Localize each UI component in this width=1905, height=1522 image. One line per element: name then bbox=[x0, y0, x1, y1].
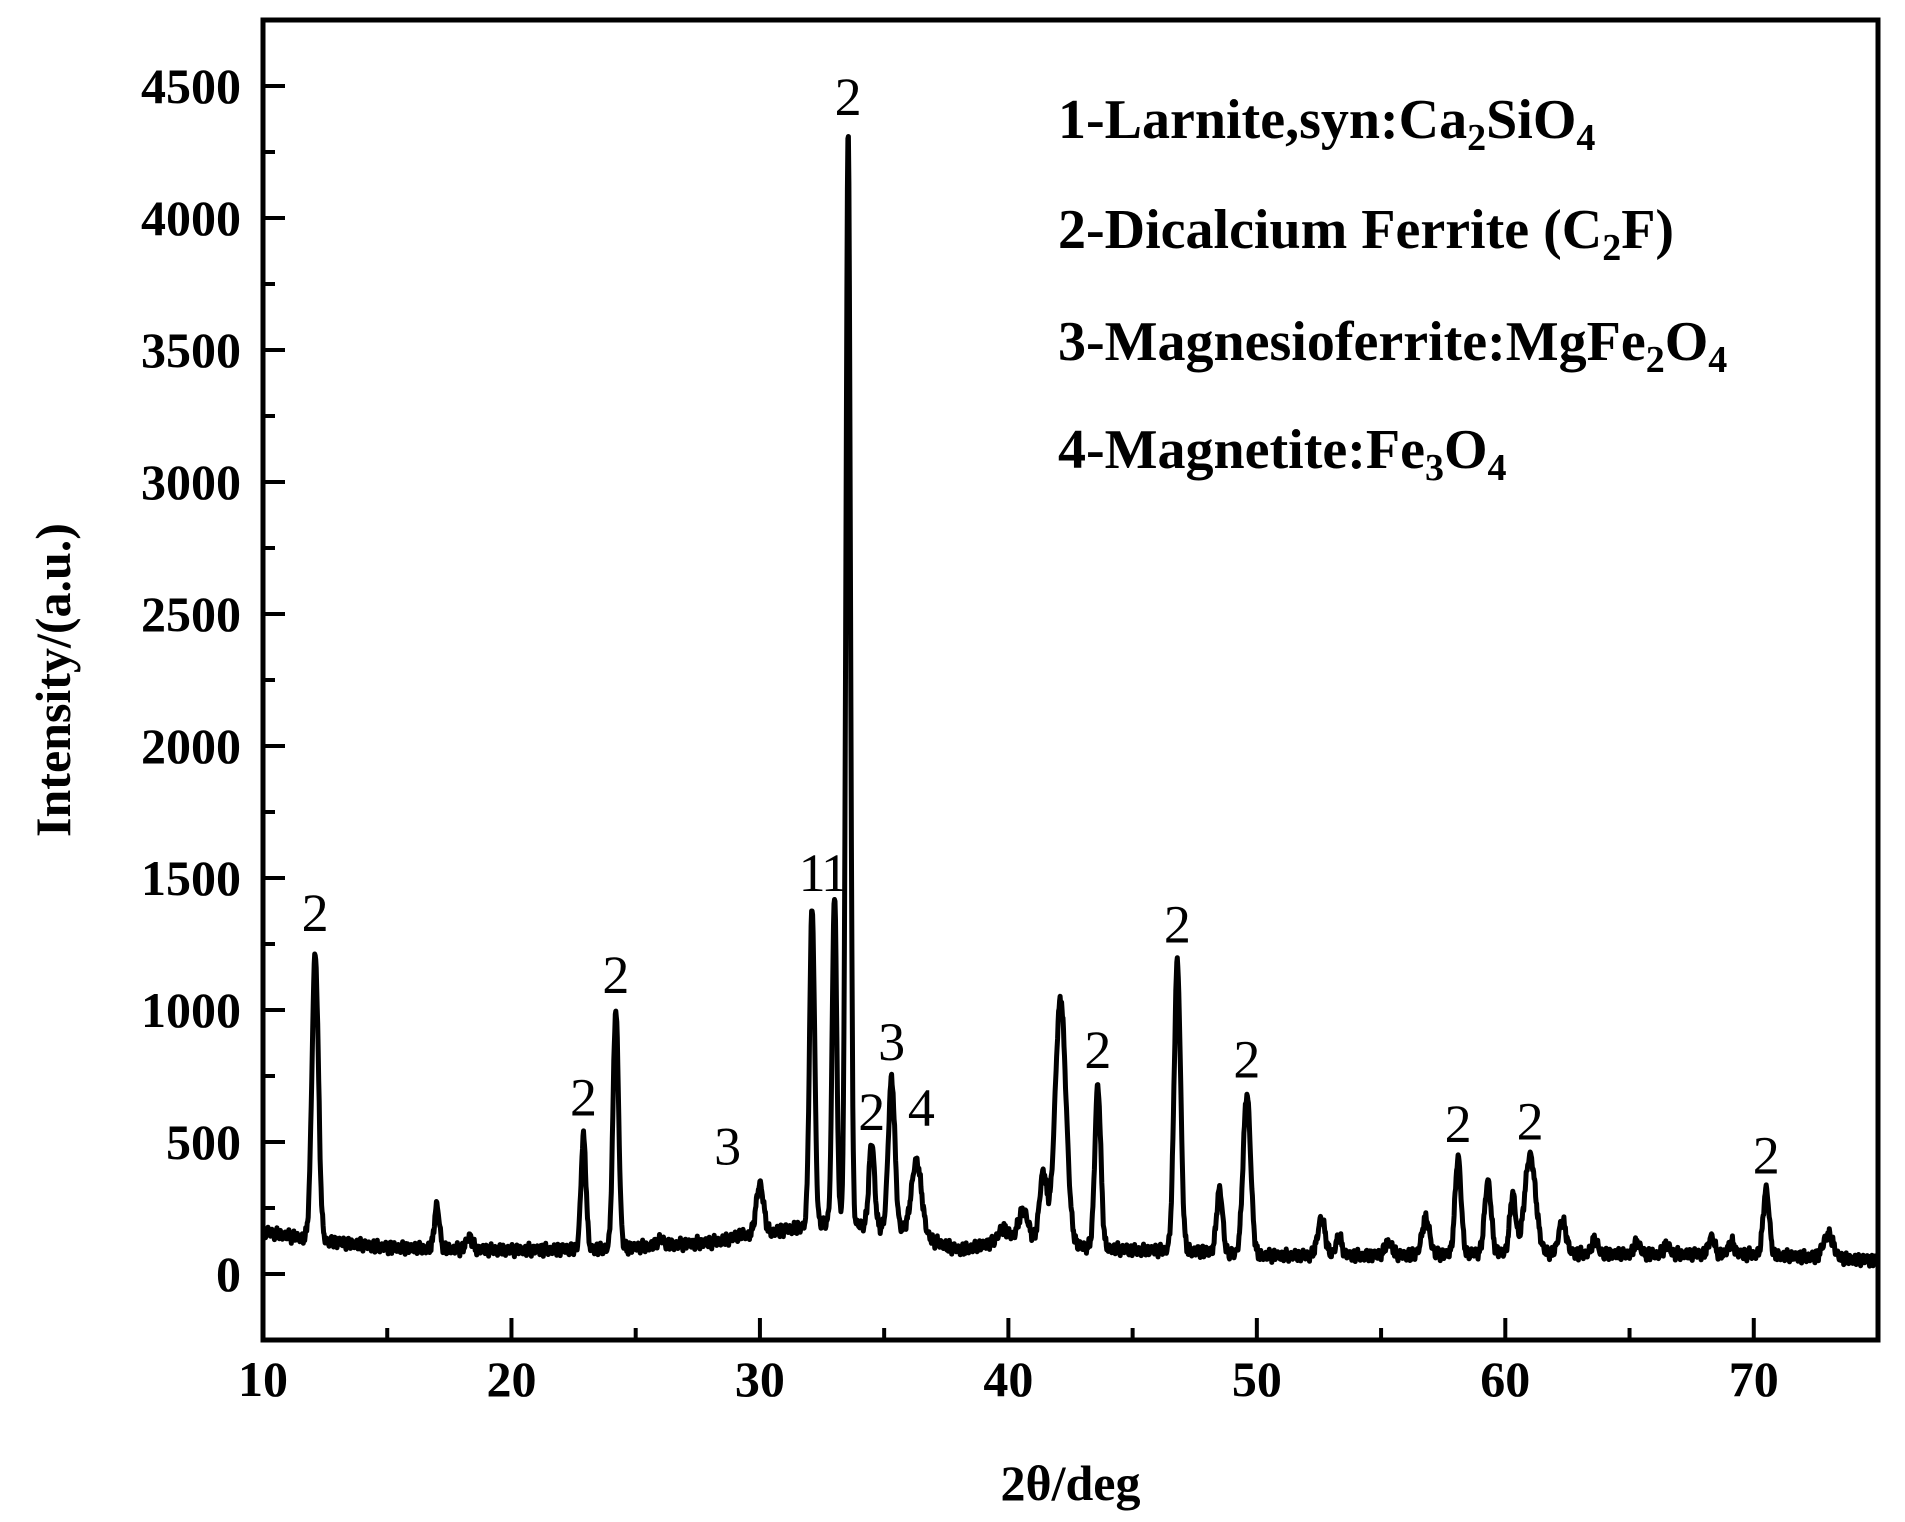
peak-label: 1 bbox=[821, 843, 848, 903]
peak-label: 2 bbox=[835, 67, 862, 127]
peak-label: 2 bbox=[602, 945, 629, 1005]
legend-formula-part: O bbox=[1665, 311, 1709, 373]
peak-label: 1 bbox=[799, 843, 826, 903]
legend-entry: 3-Magnesioferrite:MgFe2O4 bbox=[1058, 311, 1727, 381]
y-tick-label: 3500 bbox=[141, 322, 241, 378]
x-tick-label: 50 bbox=[1232, 1351, 1282, 1407]
legend-formula-part: SiO bbox=[1486, 89, 1576, 151]
legend-subscript: 4 bbox=[1708, 339, 1727, 381]
peak-label: 3 bbox=[878, 1012, 905, 1072]
legend-entry-label: 4-Magnetite: bbox=[1058, 419, 1366, 481]
peak-label: 2 bbox=[1517, 1091, 1544, 1151]
y-tick-label: 0 bbox=[216, 1246, 241, 1302]
tick-labels: 10 20 30 40 50 60 70 0 500 1000 1500 2000 2500 3000 35… bbox=[141, 58, 1779, 1407]
x-tick-label: 20 bbox=[486, 1351, 536, 1407]
y-tick-label: 2000 bbox=[141, 718, 241, 774]
legend-formula-part: C bbox=[1562, 199, 1602, 261]
legend-entry-label: 2-Dicalcium Ferrite ( bbox=[1058, 199, 1562, 261]
legend-subscript: 2 bbox=[1646, 339, 1665, 381]
peak-label: 2 bbox=[570, 1068, 597, 1128]
peak-label: 2 bbox=[1445, 1094, 1472, 1154]
x-tick-label: 10 bbox=[238, 1351, 288, 1407]
peak-label: 2 bbox=[302, 883, 329, 943]
plot-frame bbox=[260, 17, 1881, 1343]
x-tick-label: 30 bbox=[735, 1351, 785, 1407]
legend-entry-label: 3-Magnesioferrite: bbox=[1058, 311, 1506, 373]
peak-label: 2 bbox=[858, 1082, 885, 1142]
y-tick-label: 1500 bbox=[141, 850, 241, 906]
peak-label: 3 bbox=[714, 1116, 741, 1176]
legend-subscript: 3 bbox=[1425, 447, 1444, 489]
xrd-pattern-line bbox=[261, 134, 1881, 1269]
y-tick-label: 4000 bbox=[141, 190, 241, 246]
legend-subscript: 4 bbox=[1488, 447, 1507, 489]
legend-formula-part: O bbox=[1444, 419, 1488, 481]
legend-entry: 4-Magnetite:Fe3O4 bbox=[1058, 419, 1507, 489]
y-tick-label: 500 bbox=[166, 1114, 241, 1170]
legend-formula-part: Fe bbox=[1366, 419, 1425, 481]
legend-subscript: 2 bbox=[1602, 227, 1621, 269]
x-tick-label: 60 bbox=[1480, 1351, 1530, 1407]
peak-label: 2 bbox=[1084, 1020, 1111, 1080]
peak-label: 2 bbox=[1164, 895, 1191, 955]
peak-label: 4 bbox=[908, 1078, 935, 1138]
x-tick-label: 70 bbox=[1729, 1351, 1779, 1407]
legend-subscript: 4 bbox=[1576, 117, 1595, 159]
peak-label: 2 bbox=[1233, 1029, 1260, 1089]
x-axis-title: 2θ/deg bbox=[1001, 1455, 1141, 1511]
legend-formula-part: MgFe bbox=[1506, 311, 1646, 373]
y-tick-label: 1000 bbox=[141, 982, 241, 1038]
legend-entry: 2-Dicalcium Ferrite (C2F) bbox=[1058, 199, 1674, 269]
y-axis-title: Intensity/(a.u.) bbox=[25, 523, 81, 837]
legend-formula-part: F) bbox=[1621, 199, 1674, 261]
y-tick-label: 2500 bbox=[141, 586, 241, 642]
y-tick-label: 3000 bbox=[141, 454, 241, 510]
legend-formula-part: Ca bbox=[1399, 89, 1467, 151]
peak-label: 2 bbox=[1753, 1126, 1780, 1186]
y-tick-label: 4500 bbox=[141, 58, 241, 114]
legend-entry-label: 1-Larnite,syn: bbox=[1058, 89, 1399, 151]
legend-entry: 1-Larnite,syn:Ca2SiO4 bbox=[1058, 89, 1595, 159]
x-tick-label: 40 bbox=[983, 1351, 1033, 1407]
legend-subscript: 2 bbox=[1467, 117, 1486, 159]
